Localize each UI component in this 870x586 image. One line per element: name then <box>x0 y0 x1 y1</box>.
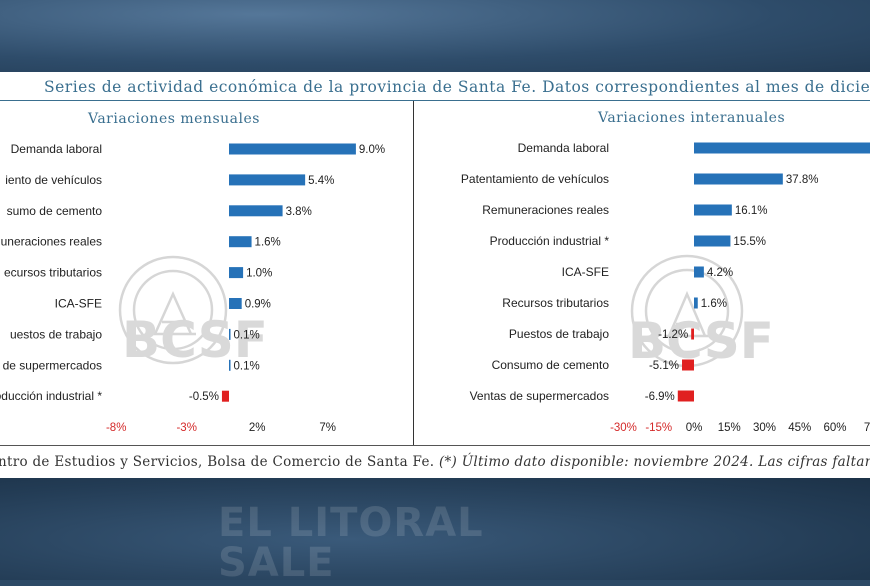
value-label: 16.1% <box>735 205 768 217</box>
right-panel-title: Variaciones interanuales <box>597 110 785 126</box>
bar <box>694 235 731 247</box>
footnote-source: ntro de Estudios y Servicios, Bolsa de C… <box>0 454 439 470</box>
watermark-text-right: BCSF <box>628 312 774 370</box>
value-label: 37.8% <box>786 174 819 186</box>
category-label: Demanda laboral <box>11 142 102 156</box>
title-rule <box>0 100 870 101</box>
value-label: 4.2% <box>707 267 733 279</box>
axis-tick-label: 15% <box>718 422 741 434</box>
bar <box>694 266 704 278</box>
bar <box>694 297 698 309</box>
yoy-variation-chart: Demanda laboral Patentamiento de vehículo… <box>461 141 870 434</box>
axis-tick-label: 75 <box>864 422 870 434</box>
value-label: 15.5% <box>733 236 766 248</box>
value-label: -1.2% <box>658 329 688 341</box>
watermark-seal-left <box>118 255 228 365</box>
bar <box>229 298 242 309</box>
background-text-line-1: EL LITORAL <box>218 500 484 546</box>
value-label: 0.1% <box>234 360 260 372</box>
category-label: uneraciones reales <box>1 235 102 249</box>
background-top <box>0 0 870 72</box>
category-label: ICA-SFE <box>55 297 102 311</box>
bar <box>229 174 306 186</box>
value-label: 1.6% <box>701 298 727 310</box>
bottom-rule <box>0 445 870 446</box>
category-label: uestos de trabajo <box>10 327 102 341</box>
value-label: 3.8% <box>286 206 312 218</box>
category-label: ICA-SFE <box>562 265 609 279</box>
background-text-line-2: SALE <box>218 540 335 586</box>
panel-divider <box>413 101 414 446</box>
background-bottom: EL LITORAL SALE <box>0 478 870 586</box>
chart-card: Series de actividad económica de la prov… <box>0 72 870 478</box>
axis-tick-label: 2% <box>249 422 266 434</box>
category-label: Patentamiento de vehículos <box>461 172 609 186</box>
bar <box>694 173 783 185</box>
category-label: sumo de cemento <box>7 204 103 218</box>
category-label: Consumo de cemento <box>492 358 610 372</box>
category-label: Ventas de supermercados <box>470 389 609 403</box>
bar <box>682 359 694 371</box>
axis-tick-label: 7% <box>319 422 336 434</box>
value-label: 0.9% <box>245 299 271 311</box>
bar <box>229 143 356 155</box>
category-label: Demanda laboral <box>518 141 609 155</box>
monthly-variation-chart: Demanda laboral 9.0% iento de vehículos 5.4… <box>0 142 385 434</box>
category-label: Remuneraciones reales <box>482 203 609 217</box>
category-label: iento de vehículos <box>5 173 102 187</box>
bar <box>221 390 229 402</box>
value-label: -6.9% <box>645 391 675 403</box>
category-label: Puestos de trabajo <box>509 327 609 341</box>
axis-tick-label: 45% <box>788 422 811 434</box>
value-label: 1.6% <box>255 237 281 249</box>
bar <box>691 328 694 340</box>
bar-charts: BCSF BCSF Variaciones mensuales Variacio… <box>0 110 870 434</box>
source-footnote: ntro de Estudios y Servicios, Bolsa de C… <box>0 454 870 470</box>
value-label: -0.5% <box>189 391 219 403</box>
bar <box>229 267 244 279</box>
axis-tick-label: -3% <box>176 422 196 434</box>
axis-tick-label: 0% <box>686 422 703 434</box>
bar <box>229 205 283 217</box>
value-label: 0.1% <box>234 329 260 341</box>
category-label: Producción industrial * <box>490 234 610 248</box>
value-label: 5.4% <box>308 175 334 187</box>
value-label: 1.0% <box>246 268 272 280</box>
bar <box>229 236 252 248</box>
axis-tick-label: -15% <box>645 422 672 434</box>
bar <box>229 328 231 340</box>
axis-tick-label: -30% <box>610 422 637 434</box>
watermark-text-left: BCSF <box>122 311 268 369</box>
chart-title: Series de actividad económica de la prov… <box>44 78 870 96</box>
axis-tick-label: 60% <box>823 422 846 434</box>
value-label: 9.0% <box>359 144 385 156</box>
category-label: de supermercados <box>3 358 102 372</box>
footnote-note: (*) Último dato disponible: noviembre 20… <box>438 454 870 470</box>
bar <box>677 390 694 402</box>
category-label: oducción industrial * <box>0 389 102 403</box>
bar <box>694 142 870 154</box>
bar <box>694 204 732 216</box>
value-label: -5.1% <box>649 360 679 372</box>
axis-tick-label: -8% <box>106 422 126 434</box>
category-label: ecursos tributarios <box>4 266 102 280</box>
bar <box>229 359 231 371</box>
axis-tick-label: 30% <box>753 422 776 434</box>
category-label: Recursos tributarios <box>502 296 609 310</box>
left-panel-title: Variaciones mensuales <box>87 111 260 127</box>
